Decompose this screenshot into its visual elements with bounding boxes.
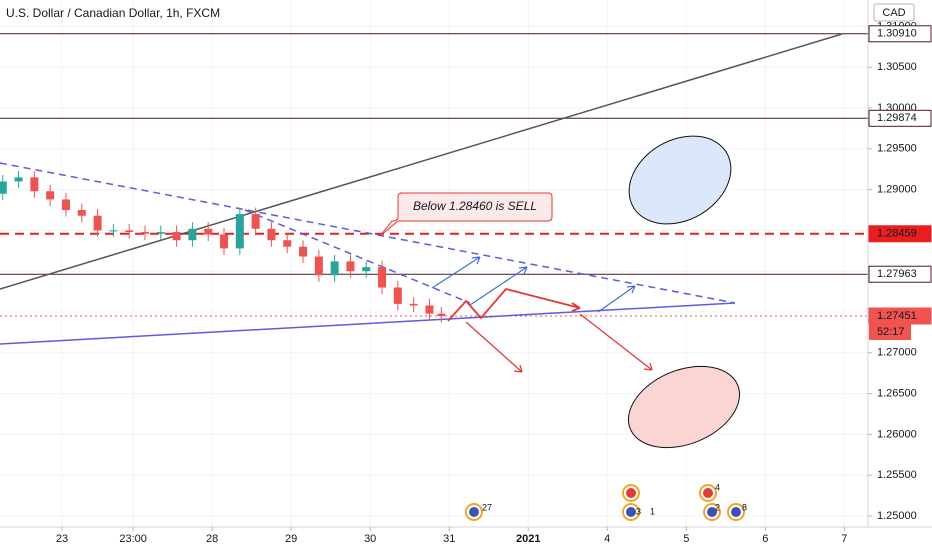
x-tick-label: 4 [604, 533, 610, 545]
price-level-box [868, 225, 932, 243]
candle-body [125, 230, 134, 233]
candles [0, 170, 446, 323]
arrow [579, 313, 653, 371]
x-tick-label: 7 [841, 533, 847, 545]
candle-body [299, 246, 308, 257]
candle-body [204, 228, 213, 235]
event-flag [731, 507, 741, 517]
x-tick-label: 5 [683, 533, 689, 545]
candle-body [30, 177, 39, 192]
candle-body [61, 199, 70, 211]
y-tick-label: 1.29500 [877, 143, 917, 155]
candle-body [46, 191, 55, 200]
event-count: 1 [650, 506, 655, 516]
trend-line [0, 33, 843, 290]
arrow [431, 256, 481, 289]
event-flag [707, 507, 717, 517]
y-tick-label: 1.30500 [877, 61, 917, 73]
candle-body [346, 261, 355, 272]
arrow [597, 285, 636, 313]
drawings: Below 1.28460 is SELL [0, 33, 843, 449]
event-count: 27 [482, 502, 492, 512]
candle-body [330, 261, 339, 276]
arrow [465, 321, 523, 373]
arrow [469, 266, 528, 306]
axis-layer: 1.250001.255001.260001.265001.270001.275… [56, 20, 932, 545]
x-tick-label: 28 [206, 533, 218, 545]
y-tick-label: 1.27000 [877, 347, 917, 359]
x-tick-label: 6 [762, 533, 768, 545]
candle-body [220, 234, 229, 249]
y-tick-label: 1.29000 [877, 184, 917, 196]
arrow [447, 287, 581, 322]
price-level-label: 1.27963 [877, 268, 917, 280]
callout [379, 192, 553, 237]
x-tick-label: 2021 [516, 533, 540, 545]
y-tick-label: 1.25500 [877, 469, 917, 481]
level-layer [0, 33, 868, 317]
candle-body [140, 232, 149, 234]
candle-body [314, 256, 323, 276]
candle-body [283, 240, 292, 247]
candle-body [378, 267, 387, 288]
x-tick-label: 29 [285, 533, 297, 545]
x-axis-panel [0, 527, 932, 550]
events: 27 3 1 4 2 8 [465, 482, 747, 521]
currency: CAD [882, 7, 905, 19]
event-count: 3 [636, 506, 641, 516]
x-tick-label: 30 [364, 533, 376, 545]
target-zone [627, 365, 741, 449]
y-tick-label: 1.26500 [877, 388, 917, 400]
target-zone [628, 135, 732, 225]
candle-body [425, 305, 434, 314]
price-level-label: 1.27451 [877, 310, 917, 322]
event-flag [626, 488, 636, 498]
price-level-label: 1.29874 [877, 112, 917, 124]
event-count: 4 [715, 482, 720, 492]
y-tick-label: 1.25000 [877, 510, 917, 522]
price-level-box [868, 25, 932, 43]
event-count: 2 [715, 502, 720, 512]
candle-body [172, 232, 181, 241]
support-line [0, 302, 736, 345]
candle-body [235, 214, 244, 249]
event-count: 8 [742, 502, 747, 512]
candle-body [188, 228, 197, 241]
candle-body [437, 313, 446, 317]
bull-arrows [431, 256, 636, 313]
candle-body [362, 267, 371, 272]
event-flag [703, 488, 713, 498]
price-level-label: 1.30910 [877, 28, 917, 40]
candle-body [0, 181, 7, 194]
event-flag [469, 507, 479, 517]
resistance-line [0, 162, 736, 304]
bear-path [447, 287, 653, 373]
candle-body [409, 303, 418, 306]
countdown-box [869, 324, 911, 341]
x-tick-label: 31 [443, 533, 455, 545]
price-level-box [868, 109, 932, 127]
price-level-box [868, 265, 932, 283]
x-tick-label: 23:00 [119, 533, 147, 545]
countdown: 52:17 [877, 326, 905, 338]
candle-body [267, 228, 276, 241]
price-level-label: 1.28459 [877, 228, 917, 240]
candle-body [251, 214, 260, 229]
candle-body [393, 287, 402, 304]
candle-body [14, 177, 23, 182]
y-tick-label: 1.26000 [877, 428, 917, 440]
candle-body [77, 210, 86, 216]
chart-title: U.S. Dollar / Canadian Dollar, 1h, FXCM [6, 6, 220, 20]
callout-text: Below 1.28460 is SELL [413, 199, 537, 213]
candle-body [156, 232, 165, 234]
candle-body [93, 215, 102, 231]
currency-box [873, 3, 915, 22]
candle-body [109, 230, 118, 232]
resistance-line [244, 209, 471, 304]
x-tick-label: 23 [56, 533, 68, 545]
event-flag [626, 507, 636, 517]
